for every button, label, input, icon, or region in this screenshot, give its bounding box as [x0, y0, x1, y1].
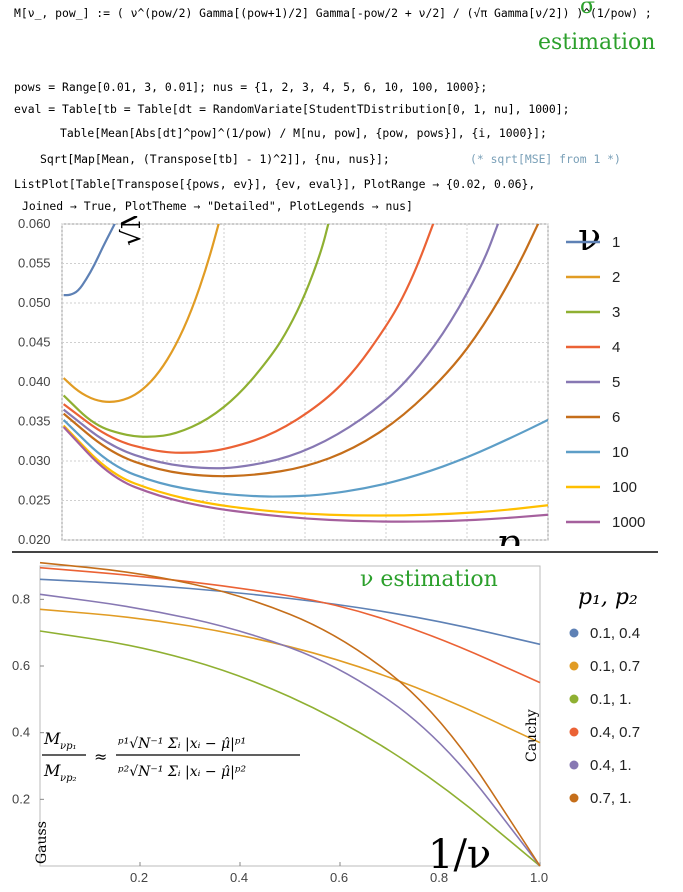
x-tick-label: 1.5	[295, 544, 313, 546]
code-line-4: Table[Mean[Abs[dt]^pow]^(1/pow) / M[nu, …	[60, 126, 547, 140]
plot-frame-2	[39, 565, 541, 867]
series-group-2	[39, 561, 541, 867]
legend-title-nu: ν	[578, 216, 601, 259]
nu-estimation-title: ν estimation	[360, 567, 498, 592]
y-tick-label: 0.045	[18, 335, 51, 350]
x-tick-label: 1.0	[214, 544, 232, 546]
x-tick-label: 0.0	[52, 544, 70, 546]
sigma-mse-chart: 0.0 0.5 1.0 1.5 2.0 2.5 3.0 0.020 0.025 0.030 0.03…	[18, 216, 645, 546]
y-tick-label: 0.030	[18, 453, 51, 468]
svg-text:νp₂: νp₂	[60, 773, 77, 784]
y-tick-label: 0.6	[12, 658, 30, 673]
svg-text:νp₁: νp₁	[60, 741, 77, 752]
y-tick-label: 0.055	[18, 256, 51, 271]
legend-label: 0.1, 0.4	[590, 625, 640, 642]
x-tick-label: 0.2	[130, 870, 148, 885]
y-axis-label: √MSE_σ	[117, 216, 147, 246]
legend-marker	[569, 793, 579, 803]
y-tick-label: 0.020	[18, 532, 51, 546]
legend-label: 0.7, 1.	[590, 790, 632, 807]
y-tick-label: 0.025	[18, 493, 51, 508]
x-axis-label: p	[496, 521, 520, 546]
y-tick-label: 0.035	[18, 414, 51, 429]
code-line-5: Sqrt[Map[Mean, (Transpose[tb] - 1)^2]], …	[40, 152, 390, 166]
series-group-1	[62, 224, 548, 523]
x-tick-label: 0.4	[230, 870, 248, 885]
legend-label: 0.4, 1.	[590, 757, 632, 774]
sigma-title-text: estimation	[538, 30, 656, 55]
series-line-nu-5	[62, 224, 500, 470]
series-line-p-0.7, 1.	[39, 561, 541, 867]
svg-text:≈: ≈	[94, 747, 107, 766]
legend-marker	[569, 661, 579, 671]
code-line-6: ListPlot[Table[Transpose[{pows, ev}], {e…	[14, 177, 536, 191]
legend-label: 2	[612, 269, 620, 286]
grid-2	[40, 598, 541, 866]
x-tick-label: 3.0	[538, 544, 556, 546]
legend-marker	[569, 694, 579, 704]
y-tick-label: 0.4	[12, 725, 30, 740]
legend-marker	[569, 727, 579, 737]
series-line-nu-1	[63, 224, 116, 297]
svg-text:M: M	[43, 729, 61, 748]
legend-label: 100	[612, 479, 637, 496]
series-line-nu-2	[62, 224, 220, 403]
gauss-label: Gauss	[34, 821, 50, 864]
legend-1: 1 2 3 4 5 6 10 100 1000	[566, 234, 645, 531]
series-line-nu-10	[62, 418, 548, 498]
ticks-group-1: 0.0 0.5 1.0 1.5 2.0 2.5 3.0 0.020 0.025 0.030 0.03…	[18, 216, 556, 546]
series-line-nu-4	[62, 224, 435, 454]
grid-1	[61, 223, 549, 541]
code-comment: (* sqrt[MSE] from 1 *)	[470, 152, 621, 166]
x-tick-label: 2.5	[457, 544, 475, 546]
y-tick-label: 0.040	[18, 374, 51, 389]
legend-label: 6	[612, 409, 620, 426]
ticks-group-2: 0.2 0.4 0.6 0.8 1.0 0.2 0.4 0.6 0.8	[12, 591, 548, 885]
y-tick-label: 0.060	[18, 216, 51, 231]
x-tick-label: 0.6	[330, 870, 348, 885]
x-tick-label: 0.5	[133, 544, 151, 546]
series-line-p-0.1, 0.4	[39, 578, 541, 646]
legend-label: 0.4, 0.7	[590, 724, 640, 741]
nu-estimation-chart: 0.2 0.4 0.6 0.8 1.0 0.2 0.4 0.6 0.8 ν estimation…	[12, 561, 640, 885]
legend-title-p: p₁, p₂	[578, 585, 638, 610]
divider	[12, 551, 658, 553]
legend-marker	[569, 760, 579, 770]
y-tick-label: 0.2	[12, 791, 30, 806]
svg-text:M: M	[43, 761, 61, 780]
code-line-1: M[ν_, pow_] := ( ν^(pow/2) Gamma[(pow+1)…	[14, 6, 652, 20]
code-line-3: eval = Table[tb = Table[dt = RandomVaria…	[14, 102, 570, 116]
legend-label: 1000	[612, 514, 645, 531]
y-tick-label: 0.8	[12, 591, 30, 606]
x-tick-label: 2.0	[376, 544, 394, 546]
code-line-2: pows = Range[0.01, 3, 0.01]; nus = {1, 2…	[14, 80, 488, 94]
code-line-7: Joined → True, PlotTheme → "Detailed", P…	[22, 199, 413, 213]
series-line-nu-6	[62, 224, 540, 478]
legend-label: 3	[612, 304, 620, 321]
y-tick-label: 0.050	[18, 295, 51, 310]
cauchy-label: Cauchy	[524, 709, 540, 762]
series-line-p-0.1, 1.	[39, 630, 541, 867]
series-line-p-0.4, 1.	[39, 593, 541, 867]
legend-2: 0.1, 0.4 0.1, 0.7 0.1, 1. 0.4, 0.7 0.4, 1. 0.…	[569, 625, 640, 807]
series-line-nu-100	[62, 424, 548, 517]
legend-label: 0.1, 0.7	[590, 658, 640, 675]
x-tick-label: 1.0	[530, 870, 548, 885]
x-tick-label: 0.8	[430, 870, 448, 885]
legend-label: 4	[612, 339, 620, 356]
legend-label: 10	[612, 444, 629, 461]
x-axis-label-2: 1/ν	[428, 832, 491, 878]
series-line-p-0.4, 0.7	[39, 566, 541, 684]
legend-label: 0.1, 1.	[590, 691, 632, 708]
svg-text:ᵖ²√N⁻¹ Σᵢ |xᵢ − μ̂|ᵖ²: ᵖ²√N⁻¹ Σᵢ |xᵢ − μ̂|ᵖ²	[118, 764, 246, 780]
series-line-p-0.1, 0.7	[39, 608, 541, 744]
legend-label: 1	[612, 234, 620, 251]
legend-label: 5	[612, 374, 620, 391]
series-line-nu-3	[62, 224, 330, 438]
legend-marker	[569, 628, 579, 638]
svg-text:ᵖ¹√N⁻¹ Σᵢ |xᵢ − μ̂|ᵖ¹: ᵖ¹√N⁻¹ Σᵢ |xᵢ − μ̂|ᵖ¹	[118, 736, 246, 752]
series-line-nu-1000	[62, 426, 548, 523]
sigma-title-symbol: σ	[580, 0, 596, 19]
